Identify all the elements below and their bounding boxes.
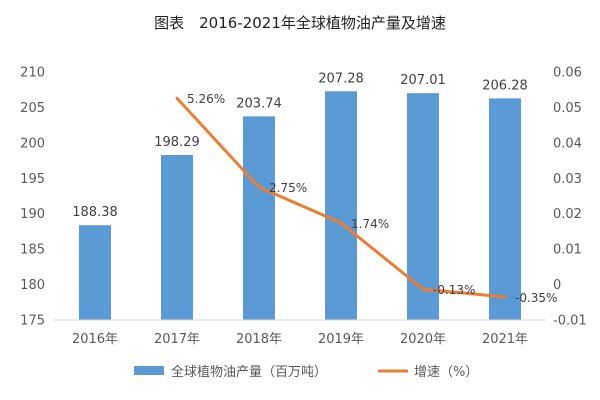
legend: 全球植物油产量（百万吨） 增速（%） [134, 364, 478, 380]
right-axis-tick-label: -0.01 [553, 314, 587, 329]
right-axis-tick-label: 0 [553, 278, 561, 293]
growth-rate-line [175, 96, 507, 299]
right-y-axis: -0.01 0 0.01 0.02 0.03 0.04 0.05 0.06 [553, 66, 587, 329]
x-axis-category-label: 2020年 [400, 332, 446, 347]
x-axis-category-label: 2021年 [482, 332, 528, 347]
x-axis-category-label: 2017年 [154, 332, 200, 347]
legend-item-production: 全球植物油产量（百万吨） [134, 364, 327, 380]
left-axis-tick-label: 205 [20, 101, 45, 116]
x-axis-category-label: 2018年 [236, 332, 282, 347]
production-bar-label-2016: 188.38 [72, 205, 118, 220]
x-axis-category-label: 2016年 [72, 332, 118, 347]
production-bar-2018 [243, 116, 275, 321]
production-bar-label-2017: 198.29 [154, 135, 200, 150]
production-bar-label-2020: 207.01 [400, 73, 446, 88]
production-bars [79, 91, 521, 321]
right-axis-tick-label: 0.06 [553, 66, 582, 81]
left-axis-tick-label: 185 [20, 243, 45, 258]
right-axis-tick-label: 0.03 [553, 172, 582, 187]
growth-rate-label-2018: 2.75% [269, 181, 307, 195]
growth-rate-label-2020: -0.13% [433, 283, 475, 297]
left-axis-tick-label: 200 [20, 136, 45, 151]
growth-rate-label-2017: 5.26% [187, 92, 225, 106]
production-bar-2021 [489, 98, 521, 320]
growth-rate-labels: 5.26% 2.75% 1.74% -0.13% -0.35% [187, 92, 557, 305]
production-bar-2017 [161, 154, 193, 320]
production-bar-2019 [325, 91, 357, 321]
left-axis-tick-label: 210 [20, 66, 45, 81]
right-axis-tick-label: 0.04 [553, 136, 582, 151]
growth-rate-label-2021: -0.35% [515, 291, 557, 305]
left-axis-tick-label: 195 [20, 172, 45, 187]
left-axis-tick-label: 190 [20, 207, 45, 222]
production-bar-labels: 188.38 198.29 203.74 207.28 207.01 206.28 [72, 71, 528, 220]
legend-label-growth: 增速（%） [414, 365, 478, 380]
chart-title: 图表 2016-2021年全球植物油产量及增速 [154, 14, 446, 32]
x-axis: 2016年 2017年 2018年 2019年 2020年 2021年 [72, 332, 528, 347]
left-axis-tick-label: 180 [20, 278, 45, 293]
production-bar-label-2018: 203.74 [236, 96, 282, 111]
legend-label-production: 全球植物油产量（百万吨） [171, 364, 327, 380]
x-axis-category-label: 2019年 [318, 332, 364, 347]
right-axis-tick-label: 0.01 [553, 243, 582, 258]
left-y-axis: 175 180 185 190 195 200 205 210 [20, 66, 45, 329]
production-bar-2016 [79, 225, 111, 320]
legend-bar-swatch [134, 366, 164, 375]
right-axis-tick-label: 0.05 [553, 101, 582, 116]
right-axis-tick-label: 0.02 [553, 207, 582, 222]
left-axis-tick-label: 175 [20, 314, 45, 329]
production-bar-label-2021: 206.28 [482, 78, 528, 93]
growth-rate-label-2019: 1.74% [351, 217, 389, 231]
legend-item-growth: 增速（%） [378, 365, 478, 380]
production-bar-label-2019: 207.28 [318, 71, 364, 86]
